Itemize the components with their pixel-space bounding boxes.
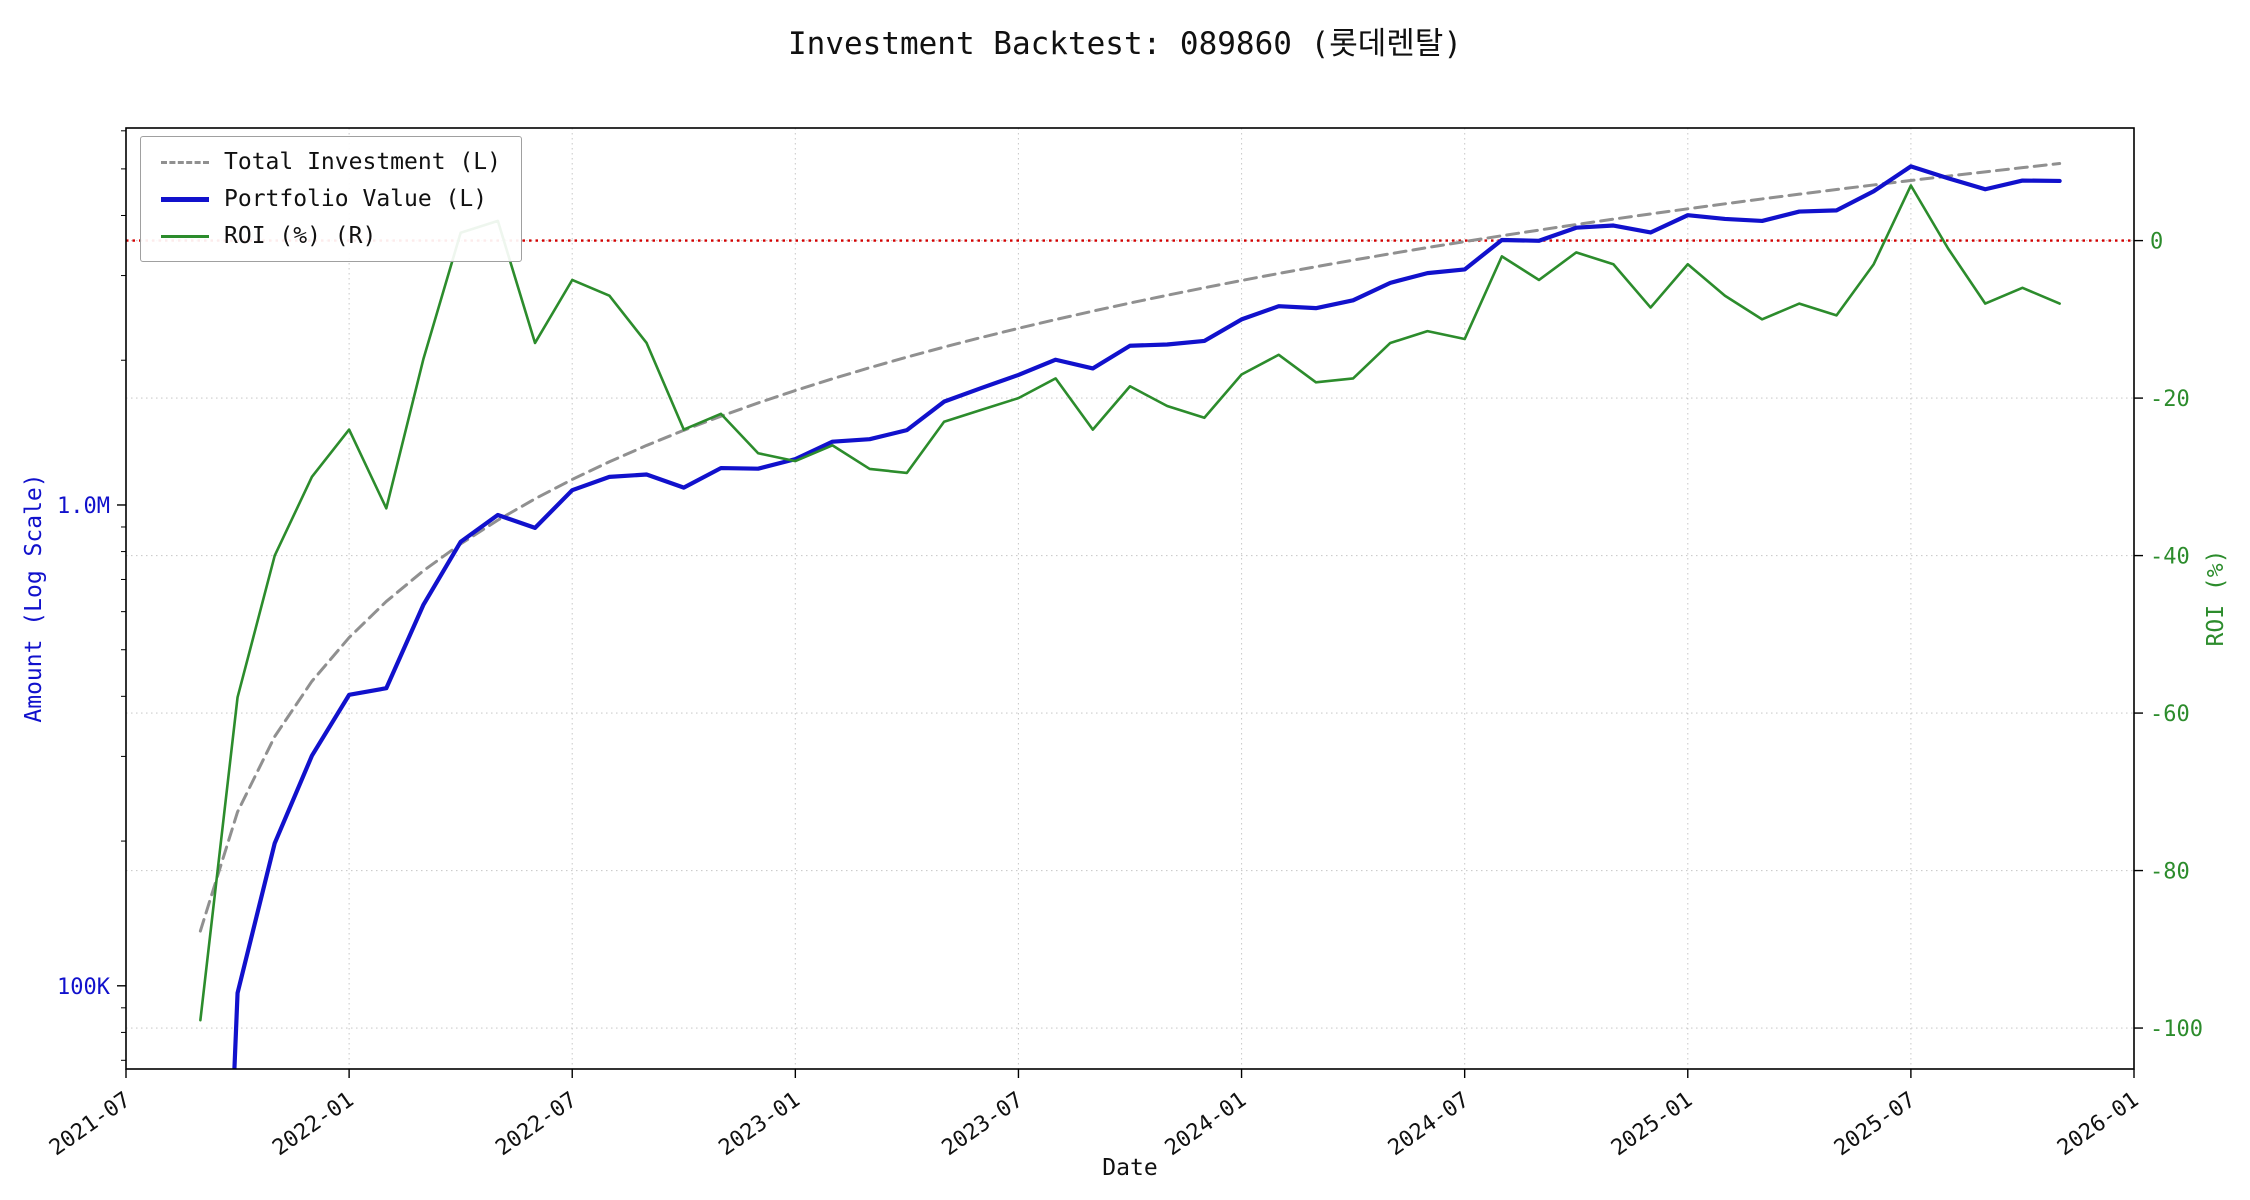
legend: Total Investment (L) Portfolio Value (L)… — [140, 136, 522, 262]
portfolio-line — [232, 164, 2062, 1069]
legend-label-total-investment: Total Investment (L) — [224, 149, 501, 175]
svg-text:2024-07: 2024-07 — [1384, 1087, 1474, 1161]
svg-text:1.0M: 1.0M — [57, 494, 110, 519]
svg-text:2021-07: 2021-07 — [45, 1087, 135, 1161]
svg-text:2023-01: 2023-01 — [714, 1087, 804, 1161]
left-axis-title: Amount (Log Scale) — [21, 473, 47, 723]
legend-label-roi: ROI (%) (R) — [224, 223, 377, 249]
legend-item-portfolio-value: Portfolio Value (L) — [161, 186, 501, 212]
total-investment-legend-line — [161, 160, 209, 164]
chart-title: Investment Backtest: 089860 (롯데렌탈) — [788, 26, 1462, 62]
x-tick-labels: 2021-07 2022-01 2022-07 2023-01 2023-07 2024-… — [45, 1069, 2143, 1161]
roi-legend-line — [161, 234, 209, 238]
svg-text:-40: -40 — [2150, 545, 2190, 570]
portfolio-value-legend-line — [161, 196, 209, 202]
svg-text:2022-07: 2022-07 — [491, 1087, 581, 1161]
svg-text:2022-01: 2022-01 — [268, 1087, 358, 1161]
svg-text:2025-07: 2025-07 — [1830, 1087, 1920, 1161]
svg-text:2025-01: 2025-01 — [1607, 1087, 1697, 1161]
svg-text:2026-01: 2026-01 — [2053, 1087, 2143, 1161]
svg-text:-20: -20 — [2150, 387, 2190, 412]
svg-text:-100: -100 — [2150, 1017, 2203, 1042]
right-axis-title: ROI (%) — [2203, 549, 2229, 647]
svg-text:0: 0 — [2150, 230, 2163, 255]
legend-item-total-investment: Total Investment (L) — [161, 149, 501, 175]
plot-border — [125, 127, 2135, 1070]
svg-text:2023-07: 2023-07 — [938, 1087, 1028, 1161]
investment-line — [198, 162, 2062, 933]
roi-line — [199, 184, 2061, 1022]
svg-text:-80: -80 — [2150, 860, 2190, 885]
legend-item-roi: ROI (%) (R) — [161, 223, 501, 249]
svg-text:2024-01: 2024-01 — [1161, 1087, 1251, 1161]
right-tick-labels: 0 -20 -40 -60 -80 -100 — [2134, 230, 2203, 1042]
legend-label-portfolio-value: Portfolio Value (L) — [224, 186, 488, 212]
svg-text:-60: -60 — [2150, 702, 2190, 727]
x-axis-title: Date — [1102, 1155, 1158, 1181]
left-tick-labels: 1.0M 100K — [57, 130, 126, 1061]
svg-text:100K: 100K — [57, 975, 111, 1000]
